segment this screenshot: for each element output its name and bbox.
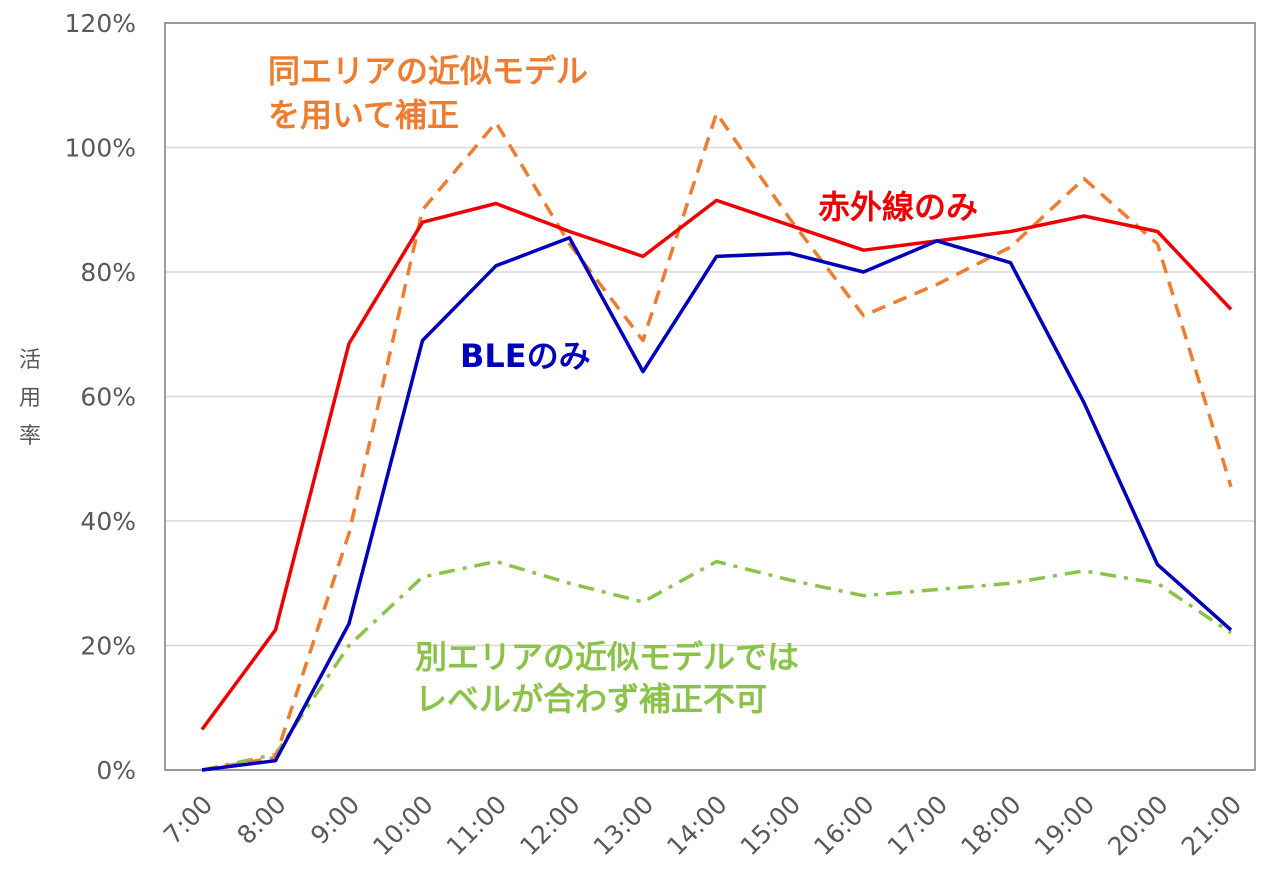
- series-lines: [200, 111, 1233, 772]
- x-axis-tick-labels: 7:00 8:00 9:00 10:00 11:00 12:00 13:00 14:00 15:…: [158, 790, 1247, 861]
- x-tick-label: 15:00: [735, 790, 806, 861]
- series-line: [200, 198, 1233, 731]
- x-tick-label: 20:00: [1102, 790, 1173, 861]
- x-tick-label: 7:00: [158, 790, 218, 850]
- annotation-label: 赤外線のみ: [818, 188, 978, 226]
- y-tick-label: 0%: [96, 756, 136, 785]
- y-axis-label: 活用率: [19, 348, 41, 449]
- x-tick-label: 18:00: [955, 790, 1026, 861]
- y-axis-label-char: 用: [19, 386, 41, 411]
- x-tick-label: 14:00: [661, 790, 732, 861]
- y-axis-label-char: 活: [19, 348, 41, 373]
- annotation-label: 別エリアの近似モデルでは: [415, 638, 799, 676]
- series-line: [201, 111, 1233, 772]
- series-line: [201, 236, 1233, 772]
- x-tick-label: 19:00: [1029, 790, 1100, 861]
- y-tick-label: 120%: [65, 9, 136, 38]
- x-tick-label: 16:00: [808, 790, 879, 861]
- y-tick-label: 80%: [80, 258, 136, 287]
- annotation-label: を用いて補正: [268, 96, 459, 134]
- annotation-label: 同エリアの近似モデル: [268, 52, 588, 90]
- y-tick-label: 60%: [80, 383, 136, 412]
- x-tick-label: 8:00: [232, 790, 292, 850]
- x-tick-label: 11:00: [441, 790, 512, 861]
- x-tick-label: 10:00: [367, 790, 438, 861]
- y-tick-label: 40%: [80, 507, 136, 536]
- x-tick-label: 17:00: [882, 790, 953, 861]
- series-line: [201, 559, 1232, 772]
- y-tick-label: 20%: [80, 632, 136, 661]
- x-tick-label: 21:00: [1176, 790, 1247, 861]
- annotation-label: レベルが合わず補正不可: [415, 680, 767, 718]
- annotation-label: BLEのみ: [460, 337, 591, 375]
- x-tick-label: 13:00: [588, 790, 659, 861]
- y-tick-label: 100%: [65, 134, 136, 163]
- plot-area-border: [164, 22, 1256, 771]
- x-tick-label: 12:00: [514, 790, 585, 861]
- y-axis-tick-labels: 0% 20% 40% 60% 80% 100% 120%: [65, 9, 136, 785]
- x-tick-label: 9:00: [305, 790, 365, 850]
- y-axis-label-char: 率: [19, 424, 41, 449]
